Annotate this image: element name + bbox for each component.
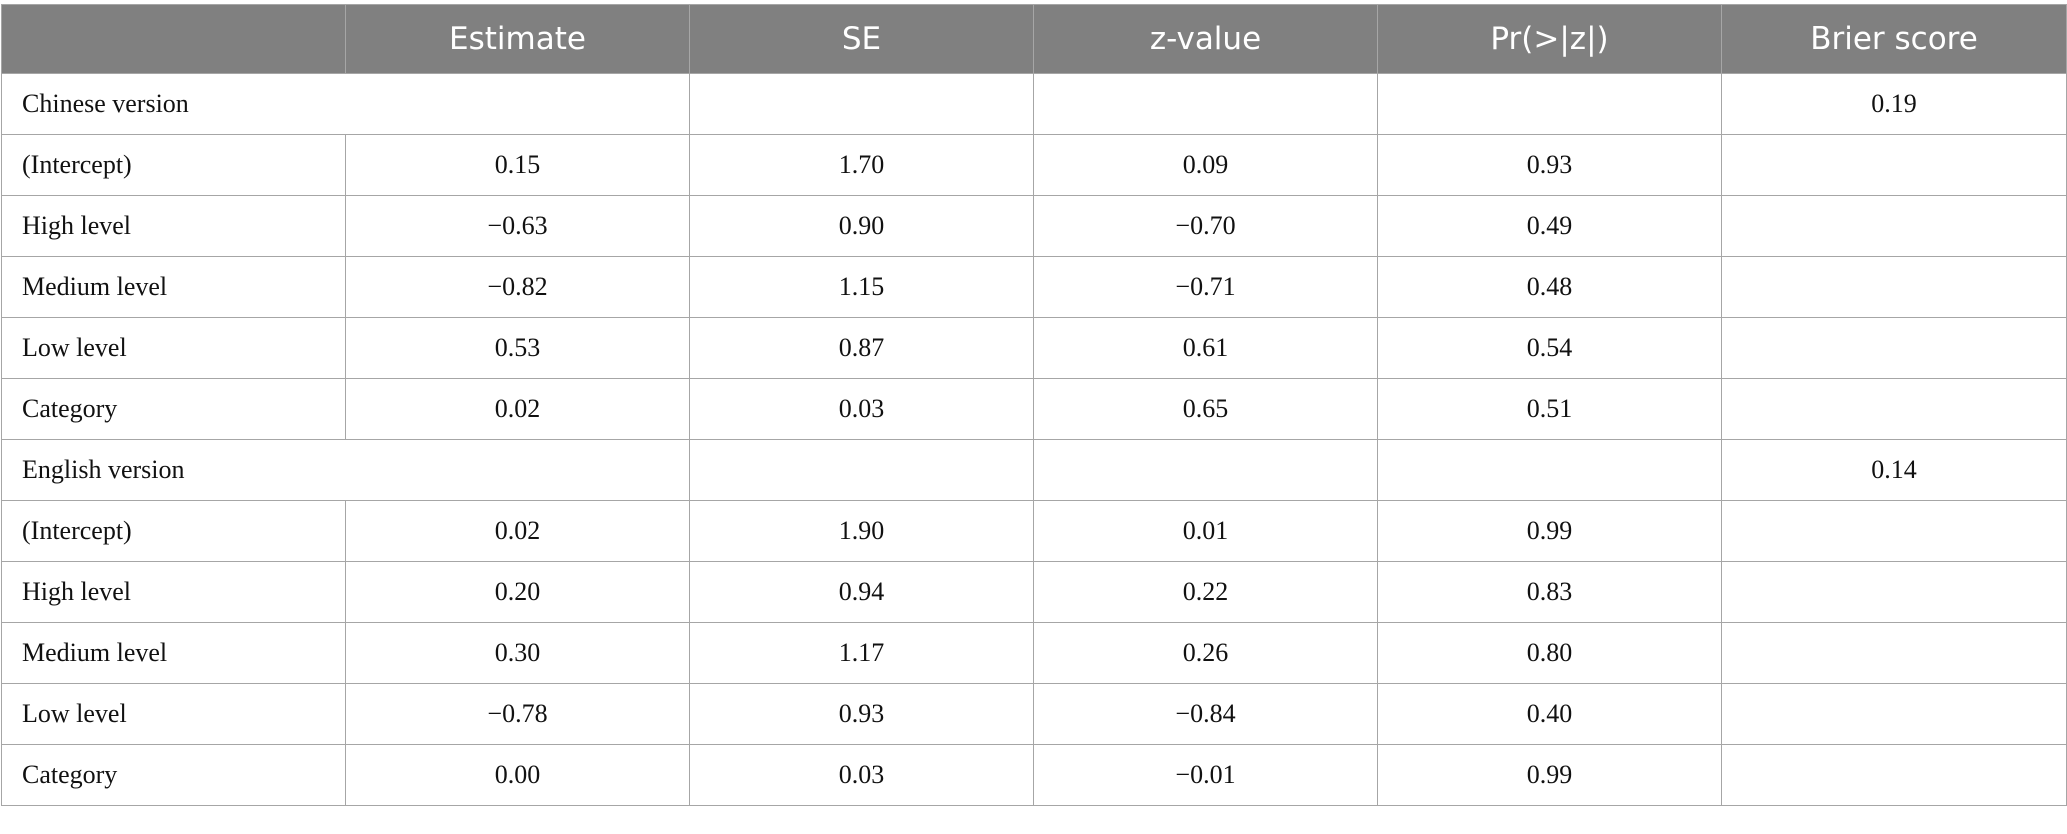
header-cell: SE	[689, 4, 1034, 74]
value-cell: 0.02	[345, 378, 690, 440]
value-cell: 1.70	[689, 134, 1034, 196]
header-row: Estimate SE z-value Pr(>|z|) Brier score	[1, 4, 2067, 74]
row-label: Category	[1, 744, 346, 806]
empty-cell	[1377, 439, 1722, 501]
section-label: Chinese version	[1, 73, 690, 135]
brier-score: 0.14	[1721, 439, 2067, 501]
data-row: Category 0.00 0.03 −0.01 0.99	[1, 744, 2067, 806]
header-cell: Brier score	[1721, 4, 2067, 74]
row-label: (Intercept)	[1, 500, 346, 562]
value-cell: 0.99	[1377, 500, 1722, 562]
value-cell: 0.48	[1377, 256, 1722, 318]
data-row: Medium level −0.82 1.15 −0.71 0.48	[1, 256, 2067, 318]
row-label: Medium level	[1, 622, 346, 684]
value-cell: 0.61	[1033, 317, 1378, 379]
data-row: (Intercept) 0.15 1.70 0.09 0.93	[1, 134, 2067, 196]
empty-cell	[1721, 256, 2067, 318]
value-cell: −0.01	[1033, 744, 1378, 806]
row-label: Low level	[1, 683, 346, 745]
data-row: Medium level 0.30 1.17 0.26 0.80	[1, 622, 2067, 684]
data-row: High level −0.63 0.90 −0.70 0.49	[1, 195, 2067, 257]
row-label: Medium level	[1, 256, 346, 318]
value-cell: 0.93	[1377, 134, 1722, 196]
value-cell: 1.90	[689, 500, 1034, 562]
section-label: English version	[1, 439, 690, 501]
value-cell: 0.49	[1377, 195, 1722, 257]
empty-cell	[1721, 317, 2067, 379]
empty-cell	[1721, 134, 2067, 196]
value-cell: 1.17	[689, 622, 1034, 684]
value-cell: −0.82	[345, 256, 690, 318]
empty-cell	[1721, 195, 2067, 257]
value-cell: 0.65	[1033, 378, 1378, 440]
value-cell: 0.15	[345, 134, 690, 196]
value-cell: −0.84	[1033, 683, 1378, 745]
table-body: Chinese version 0.19 (Intercept) 0.15 1.70 0.…	[1, 73, 2067, 806]
header-cell: Pr(>|z|)	[1377, 4, 1722, 74]
row-label: High level	[1, 195, 346, 257]
value-cell: −0.70	[1033, 195, 1378, 257]
header-cell	[1, 4, 346, 74]
value-cell: 0.03	[689, 744, 1034, 806]
section-row: Chinese version 0.19	[1, 73, 2067, 135]
row-label: Low level	[1, 317, 346, 379]
data-row: (Intercept) 0.02 1.90 0.01 0.99	[1, 500, 2067, 562]
empty-cell	[1721, 683, 2067, 745]
value-cell: 1.15	[689, 256, 1034, 318]
brier-score: 0.19	[1721, 73, 2067, 135]
empty-cell	[1033, 439, 1378, 501]
empty-cell	[1033, 73, 1378, 135]
row-label: High level	[1, 561, 346, 623]
value-cell: 0.03	[689, 378, 1034, 440]
page: Estimate SE z-value Pr(>|z|) Brier score Chi…	[0, 4, 2067, 834]
value-cell: 0.94	[689, 561, 1034, 623]
value-cell: −0.63	[345, 195, 690, 257]
data-row: High level 0.20 0.94 0.22 0.83	[1, 561, 2067, 623]
empty-cell	[1721, 378, 2067, 440]
value-cell: 0.54	[1377, 317, 1722, 379]
section-row: English version 0.14	[1, 439, 2067, 501]
value-cell: 0.26	[1033, 622, 1378, 684]
value-cell: 0.53	[345, 317, 690, 379]
header-cell: z-value	[1033, 4, 1378, 74]
value-cell: 0.40	[1377, 683, 1722, 745]
value-cell: 0.22	[1033, 561, 1378, 623]
value-cell: 0.87	[689, 317, 1034, 379]
value-cell: 0.90	[689, 195, 1034, 257]
empty-cell	[1721, 622, 2067, 684]
data-row: Low level 0.53 0.87 0.61 0.54	[1, 317, 2067, 379]
empty-cell	[1721, 500, 2067, 562]
value-cell: 0.99	[1377, 744, 1722, 806]
empty-cell	[1721, 561, 2067, 623]
empty-cell	[1721, 744, 2067, 806]
empty-cell	[689, 439, 1034, 501]
value-cell: 0.00	[345, 744, 690, 806]
value-cell: 0.80	[1377, 622, 1722, 684]
row-label: (Intercept)	[1, 134, 346, 196]
value-cell: −0.78	[345, 683, 690, 745]
data-row: Low level −0.78 0.93 −0.84 0.40	[1, 683, 2067, 745]
value-cell: 0.02	[345, 500, 690, 562]
empty-cell	[1377, 73, 1722, 135]
value-cell: 0.93	[689, 683, 1034, 745]
results-table: Estimate SE z-value Pr(>|z|) Brier score Chi…	[1, 4, 2067, 806]
value-cell: 0.30	[345, 622, 690, 684]
value-cell: 0.01	[1033, 500, 1378, 562]
empty-cell	[689, 73, 1034, 135]
row-label: Category	[1, 378, 346, 440]
data-row: Category 0.02 0.03 0.65 0.51	[1, 378, 2067, 440]
value-cell: 0.20	[345, 561, 690, 623]
header-cell: Estimate	[345, 4, 690, 74]
value-cell: 0.09	[1033, 134, 1378, 196]
value-cell: −0.71	[1033, 256, 1378, 318]
value-cell: 0.83	[1377, 561, 1722, 623]
value-cell: 0.51	[1377, 378, 1722, 440]
